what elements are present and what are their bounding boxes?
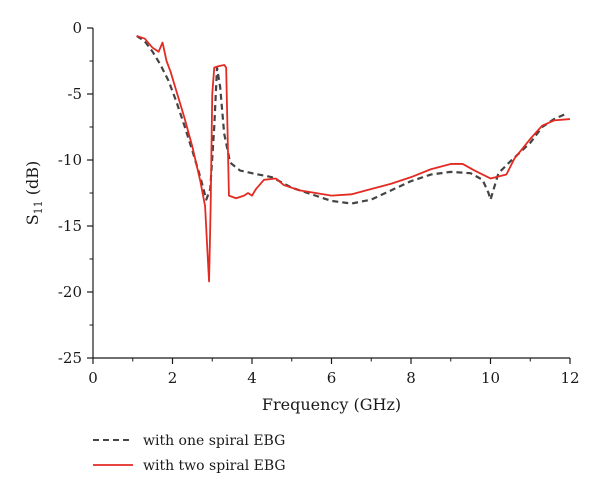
series-line-one-spiral [136,35,567,205]
y-axis-title-subscript: 11 [32,200,45,214]
x-tick-label: 10 [481,369,500,387]
y-tick-label: -10 [58,151,82,169]
x-tick-label: 2 [168,369,178,387]
x-tick-label: 12 [560,369,579,387]
y-tick-label: -5 [67,85,82,103]
y-tick-label: 0 [72,19,82,37]
legend: with one spiral EBG with two spiral EBG [93,433,286,474]
y-tick-label: -25 [58,349,82,367]
x-tick-label: 6 [327,369,337,387]
y-tick-label: -20 [58,283,82,301]
x-tick-label: 4 [247,369,257,387]
series-layer [136,35,571,283]
x-tick-label: 0 [88,369,98,387]
y-axis-title: S11 (dB) [23,161,45,226]
x-tick-label: 8 [406,369,416,387]
y-tick-label: -15 [58,217,82,235]
legend-label: with two spiral EBG [143,458,286,474]
y-axis-title-unit: (dB) [23,161,42,201]
series-line-two-spiral [136,35,571,283]
x-axis-title: Frequency (GHz) [262,395,401,414]
y-axis-title-main: S [23,214,42,225]
tick-layer: 0 2 4 6 8 10 12 0 -5 -10 -15 -20 -25 [58,19,580,387]
legend-label: with one spiral EBG [143,433,285,449]
